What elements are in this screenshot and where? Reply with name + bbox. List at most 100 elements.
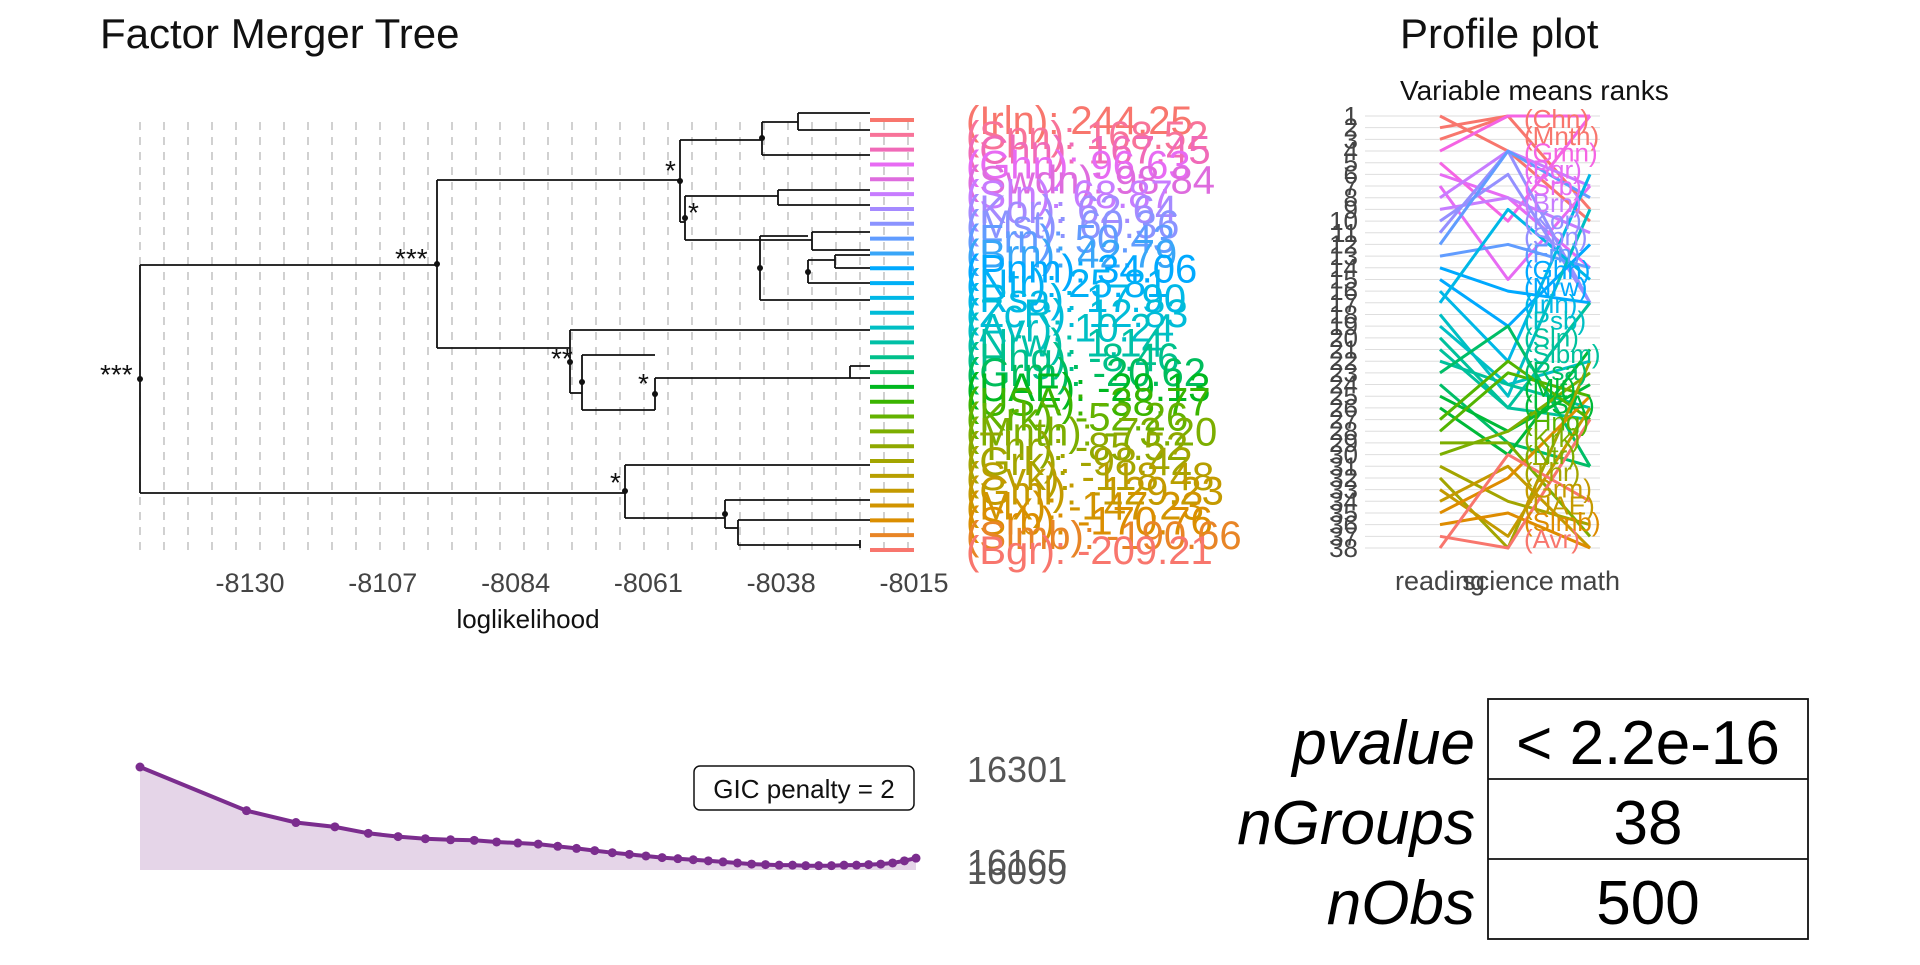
tree-x-tick-label: -8084: [481, 568, 550, 598]
profile-y-tick-label: 9: [1344, 194, 1358, 224]
tree-leaf-label: (Spn): 168.52: [966, 114, 1208, 158]
profile-lines: [1438, 114, 1592, 550]
profile-y-tick-label: 38: [1329, 533, 1358, 563]
profile-end-labels: (Chn)(Mnth)(Gmn)(Bgr)(Srb)(Brn)(Kor)(Spn…: [1524, 104, 1601, 554]
profile-y-tick-label: 16: [1329, 276, 1358, 306]
stat-value-pvalue: < 2.2e-16: [1516, 709, 1780, 778]
tree-leaf-label: (Sln): 68.87: [966, 173, 1173, 217]
gic-point: [703, 856, 713, 866]
profile-y-tick-label: 35: [1329, 498, 1358, 528]
profile-y-tick-label: 27: [1329, 405, 1358, 435]
profile-y-tick-label: 8: [1344, 183, 1358, 213]
gic-point: [420, 834, 430, 844]
gic-point: [673, 854, 683, 864]
profile-y-tick-label: 3: [1344, 124, 1358, 154]
gic-point: [641, 851, 651, 861]
gic-point: [688, 855, 698, 865]
profile-y-tick-label: 22: [1329, 346, 1358, 376]
tree-leaf-label: (ZcR): 12.83: [966, 292, 1188, 336]
tree-branches: [139, 112, 870, 548]
profile-end-label: (Brn): [1524, 188, 1582, 218]
profile-line: [1439, 266, 1591, 305]
tree-leaf-label: (Swdn): 98.84: [966, 158, 1215, 202]
profile-subtitle: Variable means ranks: [1400, 75, 1669, 106]
profile-end-label: (Irln): [1524, 289, 1577, 319]
profile-y-tick-label: 33: [1329, 475, 1358, 505]
gic-point: [572, 843, 582, 853]
profile-end-label: (UAE): [1524, 490, 1595, 520]
profile-line: [1439, 371, 1591, 457]
profile-title: Profile plot: [1400, 10, 1599, 57]
tree-x-tick-label: -8061: [614, 568, 683, 598]
tree-leaf-label: (Rsa): 17.90: [966, 277, 1186, 321]
gic-point: [492, 837, 502, 847]
tree-gridlines: [139, 122, 909, 552]
gic-point: [747, 859, 757, 869]
tree-leaf-label: (Ghn): 96.63: [966, 143, 1191, 187]
profile-y-tick-label: 10: [1329, 206, 1358, 236]
profile-end-label: (Sln): [1524, 322, 1579, 352]
profile-y-tick-label: 17: [1329, 288, 1358, 318]
stat-value-nobs: 500: [1596, 869, 1699, 938]
gic-point: [888, 858, 898, 868]
profile-line: [1439, 464, 1592, 550]
profile-y-tick-label: 14: [1329, 253, 1358, 283]
tree-leaf-label: (UAE): -29.13: [966, 366, 1211, 410]
tree-x-tick-label: -8130: [215, 568, 284, 598]
tree-leaf-label: (Slmb): -190.66: [966, 514, 1242, 558]
profile-x-tick-label: math: [1560, 566, 1620, 596]
gic-point: [760, 860, 770, 870]
profile-y-tick-label: 36: [1329, 510, 1358, 540]
profile-line: [1439, 395, 1592, 515]
gic-point: [469, 835, 479, 845]
tree-leaf-label: (Gml): -129.23: [966, 470, 1224, 514]
tree-leaf-label: (Brn): 42.79: [966, 232, 1177, 276]
stars-green: **: [551, 343, 573, 374]
stat-value-ngroups: 38: [1614, 789, 1683, 858]
tree-leaf-label: (Kor): 62.64: [966, 188, 1177, 232]
gic-point: [826, 861, 836, 871]
profile-end-label: (Avr): [1524, 524, 1580, 554]
gic-point: [657, 853, 667, 863]
gic-point: [533, 839, 543, 849]
tree-leaf-label: (Mnth): -73.20: [966, 410, 1217, 454]
gic-point: [446, 835, 456, 845]
profile-line: [1439, 114, 1590, 153]
profile-y-tick-label: 15: [1329, 264, 1358, 294]
gic-point: [553, 841, 563, 851]
gic-point: [718, 857, 728, 867]
profile-y-tick-label: 1: [1344, 101, 1358, 131]
profile-end-label: (Kor): [1524, 205, 1582, 235]
gic-penalty-box: GIC penalty = 2: [693, 765, 915, 811]
profile-y-tick-label: 4: [1344, 136, 1358, 166]
tree-leaf-label: (Svk): -118.48: [966, 455, 1214, 499]
tree-leaf-label: (Mst): 60.36: [966, 203, 1179, 247]
profile-y-tick-label: 37: [1329, 521, 1358, 551]
profile-y-tick-label: 24: [1329, 370, 1358, 400]
profile-y-tick-label: 6: [1344, 159, 1358, 189]
tree-leaf-label: (Grm): -20.62: [966, 351, 1206, 395]
gic-point: [513, 838, 523, 848]
profile-y-tick-label: 32: [1329, 463, 1358, 493]
stars-top: ***: [395, 243, 428, 274]
profile-y-tick-label: 5: [1344, 148, 1358, 178]
gic-point: [839, 860, 849, 870]
tree-x-ticks: -8130 -8107 -8084 -8061 -8038 -8015: [215, 568, 948, 598]
profile-end-label: (Slbm): [1524, 339, 1601, 369]
gic-point: [291, 818, 301, 828]
tree-leaf-label: (Thr): -85.52: [966, 425, 1188, 469]
tree-leaf-label: (USA): -38.77: [966, 381, 1211, 425]
tree-leaf-label: (Chn): 167.45: [966, 129, 1211, 173]
profile-line: [1439, 511, 1591, 550]
stat-key-ngroups: nGroups: [1237, 789, 1475, 858]
profile-end-label: (Psb): [1524, 306, 1586, 336]
gic-point: [330, 822, 340, 832]
profile-end-label: (Mlt): [1524, 373, 1576, 403]
gic-penalty-label: GIC penalty = 2: [713, 774, 894, 804]
tree-leaf-label: (Grk): -98.42: [966, 440, 1193, 484]
profile-y-ticks: 1234567891011121314151617181920212223242…: [1329, 101, 1358, 563]
tree-leaf-label: (Frn): 50.43: [966, 218, 1175, 262]
stars-purple: *: [688, 197, 699, 228]
gic-point: [774, 860, 784, 870]
